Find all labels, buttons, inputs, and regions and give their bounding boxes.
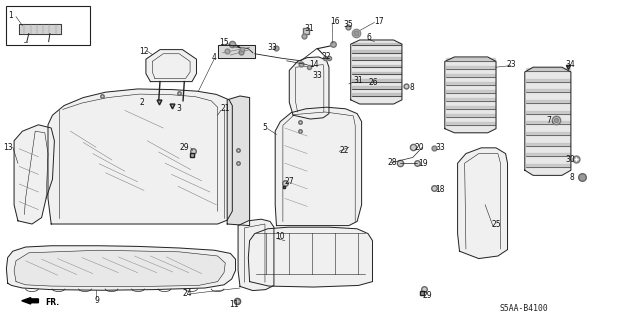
Text: 22: 22: [339, 146, 349, 155]
Text: 20: 20: [415, 143, 424, 152]
Text: 14: 14: [309, 60, 319, 69]
Polygon shape: [146, 50, 196, 82]
Polygon shape: [352, 93, 401, 96]
Polygon shape: [446, 98, 495, 101]
Polygon shape: [289, 57, 329, 119]
Polygon shape: [446, 122, 495, 125]
Text: 29: 29: [180, 143, 189, 152]
Text: 10: 10: [275, 232, 285, 241]
Polygon shape: [6, 246, 236, 290]
Text: 2: 2: [140, 98, 144, 107]
Text: 16: 16: [330, 17, 340, 26]
Text: FR.: FR.: [45, 298, 59, 307]
Polygon shape: [352, 86, 401, 89]
Polygon shape: [526, 68, 570, 71]
Polygon shape: [227, 96, 250, 226]
Text: 24: 24: [182, 289, 192, 298]
Text: 15: 15: [219, 38, 228, 47]
Polygon shape: [238, 219, 274, 291]
Polygon shape: [352, 43, 401, 45]
Polygon shape: [526, 89, 570, 92]
Polygon shape: [525, 67, 571, 175]
Text: 31: 31: [304, 24, 314, 33]
Polygon shape: [446, 58, 495, 61]
Text: 29: 29: [422, 291, 432, 300]
Polygon shape: [19, 24, 61, 34]
Text: 1: 1: [8, 12, 13, 20]
Text: 34: 34: [566, 60, 575, 69]
Text: 8: 8: [570, 173, 575, 182]
Text: 23: 23: [507, 60, 516, 69]
Polygon shape: [526, 164, 570, 167]
Polygon shape: [446, 74, 495, 77]
Text: 33: 33: [268, 43, 277, 52]
Text: 13: 13: [3, 143, 13, 152]
Polygon shape: [352, 79, 401, 82]
Polygon shape: [352, 57, 401, 60]
Text: 12: 12: [140, 47, 149, 56]
Polygon shape: [446, 106, 495, 109]
Text: 28: 28: [387, 158, 397, 167]
Bar: [6, 6, 90, 45]
Text: 17: 17: [374, 17, 383, 26]
Text: 25: 25: [492, 220, 501, 229]
Polygon shape: [352, 72, 401, 74]
Text: 27: 27: [284, 177, 294, 186]
Text: 21: 21: [221, 104, 230, 113]
Polygon shape: [352, 50, 401, 53]
Text: 5: 5: [262, 124, 268, 132]
Text: 33: 33: [312, 71, 322, 80]
Polygon shape: [526, 121, 570, 124]
Polygon shape: [526, 142, 570, 146]
Polygon shape: [351, 40, 402, 104]
Text: S5AA-B4100: S5AA-B4100: [499, 304, 548, 313]
Polygon shape: [248, 227, 372, 287]
Text: 3: 3: [176, 104, 181, 113]
Polygon shape: [446, 82, 495, 85]
Text: 11: 11: [229, 300, 239, 309]
Text: 18: 18: [435, 185, 445, 194]
Text: 26: 26: [369, 78, 378, 87]
Polygon shape: [352, 65, 401, 67]
Polygon shape: [14, 250, 225, 287]
Polygon shape: [218, 45, 255, 58]
Polygon shape: [275, 107, 362, 226]
Text: 33: 33: [435, 143, 445, 152]
Text: 31: 31: [353, 76, 363, 85]
Polygon shape: [526, 100, 570, 103]
Polygon shape: [446, 114, 495, 117]
Text: 32: 32: [321, 52, 331, 61]
Polygon shape: [14, 125, 54, 224]
Polygon shape: [526, 110, 570, 114]
Text: 19: 19: [419, 159, 428, 168]
Text: 8: 8: [410, 83, 414, 92]
Polygon shape: [445, 57, 496, 133]
Polygon shape: [48, 89, 232, 224]
Polygon shape: [526, 153, 570, 156]
Text: 9: 9: [95, 296, 100, 305]
Polygon shape: [446, 90, 495, 93]
Polygon shape: [526, 132, 570, 135]
Polygon shape: [526, 78, 570, 82]
Text: 35: 35: [344, 20, 353, 29]
Text: 7: 7: [547, 116, 552, 125]
Polygon shape: [458, 148, 508, 259]
Text: 4: 4: [211, 53, 216, 62]
Text: 30: 30: [565, 155, 575, 164]
FancyArrow shape: [22, 298, 38, 304]
Text: 6: 6: [366, 33, 371, 42]
Polygon shape: [446, 66, 495, 69]
